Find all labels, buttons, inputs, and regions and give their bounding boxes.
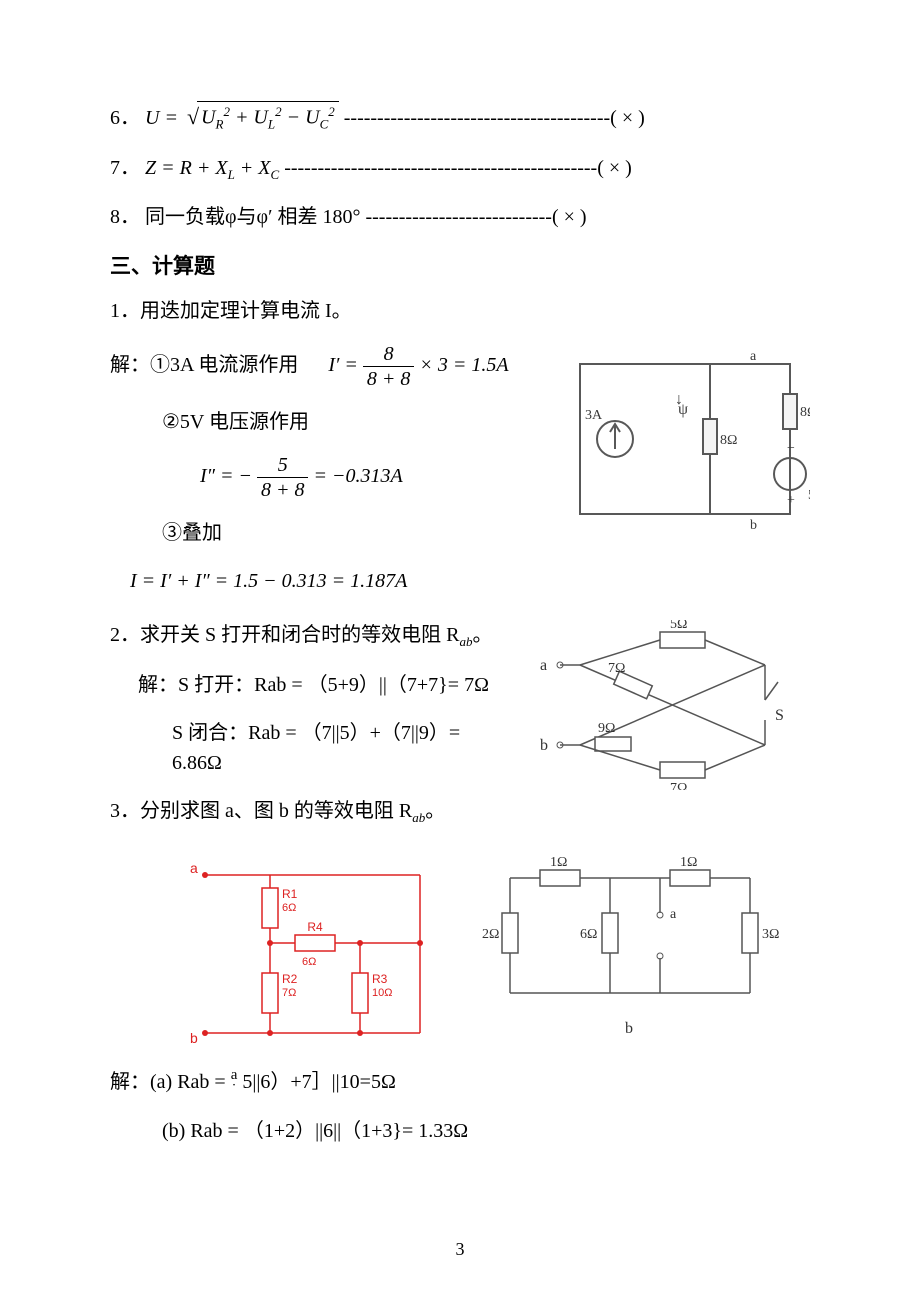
p2-question: 2．求开关 S 打开和闭合时的等效电阻 Rab。 <box>110 620 510 652</box>
svg-text:+: + <box>787 493 795 508</box>
p3-question: 3．分别求图 a、图 b 的等效电阻 Rab。 <box>110 796 510 828</box>
dashes: ---------------------------------------- <box>344 107 610 129</box>
svg-text:a: a <box>190 860 198 876</box>
svg-text:−: − <box>787 441 795 456</box>
dashes: ---------------------------- <box>365 206 551 228</box>
q8-text: 同一负载φ与φ′ 相差 180° <box>145 206 360 228</box>
svg-text:2Ω: 2Ω <box>482 927 499 942</box>
p1-step1: 解：①3A 电流源作用 I′ = 88 + 8 × 3 = 1.5A <box>110 344 540 389</box>
q6-marker: ( × ) <box>610 107 645 129</box>
svg-text:9Ω: 9Ω <box>598 721 615 736</box>
p1-step2-eq: I″ = − 58 + 8 = −0.313A <box>110 455 540 500</box>
svg-text:1Ω: 1Ω <box>550 855 567 870</box>
q8-num: 8． <box>110 206 140 228</box>
svg-text:8Ω: 8Ω <box>800 405 810 420</box>
fraction: 58 + 8 <box>257 455 309 500</box>
svg-text:6Ω: 6Ω <box>302 956 316 968</box>
svg-text:a: a <box>750 349 757 364</box>
circuit-b-diagram: 1Ω 1Ω 2Ω 6Ω 3Ω a b <box>480 853 780 1053</box>
svg-text:10Ω: 10Ω <box>372 987 392 999</box>
dashes: ----------------------------------------… <box>284 157 597 179</box>
svg-text:R4: R4 <box>307 920 323 934</box>
q7-marker: ( × ) <box>597 157 632 179</box>
svg-text:7Ω: 7Ω <box>670 781 687 790</box>
circuit-a-diagram: a b R1 6Ω R4 6Ω R2 7Ω R3 10Ω <box>160 853 440 1053</box>
svg-text:1Ω: 1Ω <box>680 855 697 870</box>
svg-text:7Ω: 7Ω <box>282 987 296 999</box>
svg-text:6Ω: 6Ω <box>282 902 296 914</box>
q6-formula: U = UR2 + UL2 − UC2 <box>145 107 344 129</box>
circuit-1-diagram: 3A 8Ω 8Ω − + 5V a b ψ ↓ <box>560 344 810 544</box>
svg-text:5V: 5V <box>808 488 810 503</box>
p1-question: 1．用迭加定理计算电流 I。 <box>110 296 810 326</box>
p2-sol1: 解：S 打开：Rab = （5+9）||（7+7}= 7Ω <box>110 670 510 700</box>
section-3-title: 三、计算题 <box>110 250 810 280</box>
svg-text:S: S <box>775 707 784 724</box>
tf-q7: 7． Z = R + XL + XC ---------------------… <box>110 153 810 185</box>
svg-text:b: b <box>190 1030 198 1046</box>
q8-marker: ( × ) <box>552 206 587 228</box>
p1-step3-label: ③叠加 <box>110 518 540 548</box>
svg-text:R1: R1 <box>282 887 298 901</box>
p3-sol-a: 解：(a) Rab = a˙ 5||6）+7］||10=5Ω <box>110 1067 810 1098</box>
svg-text:a: a <box>540 657 547 674</box>
svg-text:8Ω: 8Ω <box>720 433 737 448</box>
svg-text:3A: 3A <box>585 408 603 423</box>
svg-text:R3: R3 <box>372 972 388 986</box>
svg-text:b: b <box>540 737 548 754</box>
tf-q8: 8． 同一负载φ与φ′ 相差 180° --------------------… <box>110 202 810 232</box>
svg-text:6Ω: 6Ω <box>580 927 597 942</box>
q7-num: 7． <box>110 157 140 179</box>
svg-text:b: b <box>750 518 757 533</box>
p2-sol2: S 闭合：Rab = （7||5）+（7||9）= 6.86Ω <box>110 718 510 778</box>
svg-text:↓: ↓ <box>675 391 683 408</box>
tf-q6: 6． U = UR2 + UL2 − UC2 -----------------… <box>110 100 810 135</box>
q7-eq: Z = R + XL + XC <box>145 157 279 179</box>
page-number: 3 <box>0 1239 920 1260</box>
svg-text:7Ω: 7Ω <box>608 661 625 676</box>
fraction: 88 + 8 <box>363 344 415 389</box>
svg-text:a: a <box>670 907 677 922</box>
svg-text:5Ω: 5Ω <box>670 620 687 632</box>
circuit-2-diagram: a b 5Ω 7Ω 9Ω 7Ω S <box>530 620 810 790</box>
q6-num: 6． <box>110 107 140 129</box>
p3-sol-b: (b) Rab = （1+2）||6||（1+3}= 1.33Ω <box>110 1116 810 1146</box>
sqrt-icon: UR2 + UL2 − UC2 <box>183 100 339 135</box>
svg-text:3Ω: 3Ω <box>762 927 779 942</box>
svg-text:R2: R2 <box>282 972 298 986</box>
svg-text:b: b <box>625 1020 633 1037</box>
p1-step3-eq: I = I′ + I″ = 1.5 − 0.313 = 1.187A <box>110 566 540 596</box>
p1-step2-label: ②5V 电压源作用 <box>110 407 540 437</box>
